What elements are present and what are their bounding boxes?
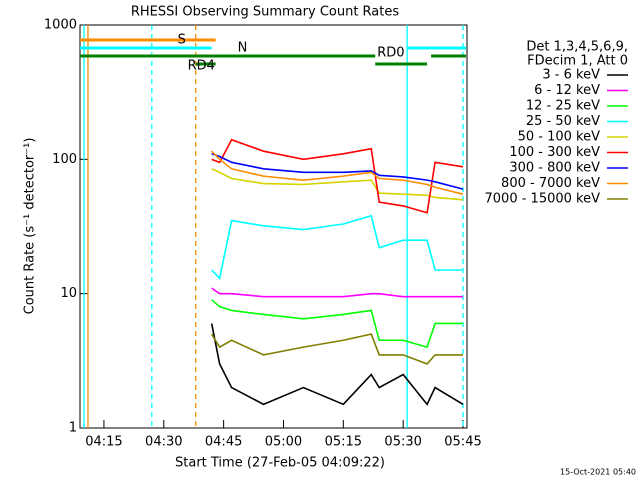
series-line — [211, 287, 464, 298]
flag-label: N — [238, 41, 248, 56]
x-tick-label: 05:45 — [444, 435, 481, 450]
chart-title: RHESSI Observing Summary Count Rates — [131, 5, 400, 20]
x-tick-label: 04:30 — [145, 435, 182, 450]
series-line — [210, 323, 464, 406]
series-line — [210, 333, 464, 365]
y-axis-label: Count Rate (s⁻¹ detector⁻¹) — [23, 138, 38, 315]
x-tick-label: 05:15 — [325, 435, 362, 450]
y-tick-label: 1 — [69, 421, 77, 436]
footer: 15-Oct-2021 05:40 — [560, 468, 636, 477]
series-line — [211, 138, 464, 214]
legend-label: 3 - 6 keV — [542, 68, 600, 83]
x-tick-label: 05:00 — [265, 435, 302, 450]
flag-label: RD4 — [188, 59, 215, 74]
legend-label: 100 - 300 keV — [509, 145, 600, 160]
series-line — [211, 168, 464, 201]
x-axis-label: Start Time (27-Feb-05 04:09:22) — [175, 456, 385, 471]
x-tick-label: 04:45 — [205, 435, 242, 450]
legend-label: 7000 - 15000 keV — [485, 192, 601, 207]
series-line — [211, 153, 464, 190]
y-tick-label: 10 — [60, 286, 77, 301]
flag-label: S — [178, 33, 186, 48]
y-tick-label: 1000 — [44, 18, 77, 33]
legend-label: 800 - 7000 keV — [501, 176, 600, 191]
legend-label: 6 - 12 keV — [534, 83, 600, 98]
x-tick-label: 04:15 — [85, 435, 122, 450]
y-tick-label: 100 — [52, 152, 77, 167]
series-line — [211, 214, 464, 281]
series-line — [211, 299, 464, 349]
x-tick-label: 05:30 — [384, 435, 421, 450]
legend-label: 50 - 100 keV — [518, 130, 601, 145]
legend-header: Det 1,3,4,5,6,9, — [526, 40, 628, 55]
legend-header: FDecim 1, Att 0 — [527, 54, 628, 69]
plot-frame — [79, 24, 468, 429]
series-line — [211, 150, 464, 195]
legend-label: 12 - 25 keV — [526, 99, 600, 114]
legend-label: 300 - 800 keV — [509, 161, 600, 176]
flag-label: RD0 — [377, 46, 404, 61]
legend-label: 25 - 50 keV — [526, 114, 600, 129]
